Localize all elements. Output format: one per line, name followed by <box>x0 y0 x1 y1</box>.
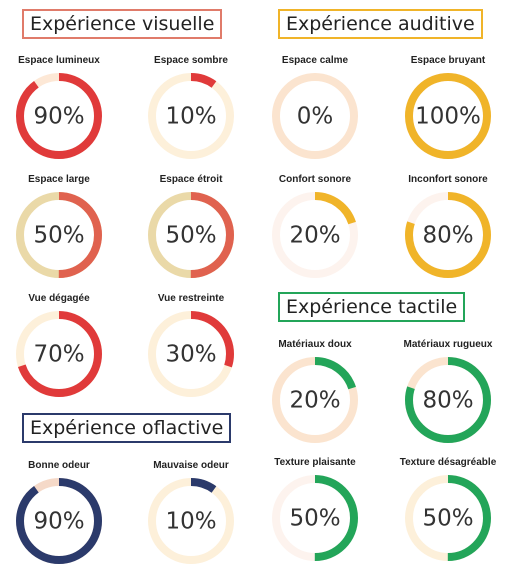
gauge-label: Espace bruyant <box>410 55 486 66</box>
gauge-value: 30% <box>165 342 216 368</box>
gauge-track <box>272 73 358 159</box>
gauge-value: 80% <box>422 388 473 414</box>
gauge-vue-degagee: Vue dégagée 70% <box>4 292 114 402</box>
gauge-value: 10% <box>165 509 216 535</box>
gauge-espace-large: Espace large 50% <box>4 173 114 283</box>
gauge-arc <box>16 478 102 564</box>
gauge-chart: 100% <box>405 73 491 159</box>
gauge-label: Vue restreinte <box>157 293 225 304</box>
gauge-chart: 80% <box>405 357 491 443</box>
gauge-chart: 80% <box>405 192 491 278</box>
gauge-arc <box>16 192 102 278</box>
gauge-label: Espace calme <box>281 55 349 66</box>
gauge-materiaux-doux: Matériaux doux 20% <box>260 338 370 448</box>
gauge-espace-sombre: Espace sombre 10% <box>136 54 246 164</box>
gauge-label: Espace sombre <box>154 55 228 66</box>
gauge-arc <box>405 73 491 159</box>
gauge-chart: 20% <box>272 192 358 278</box>
gauge-value: 50% <box>165 223 216 249</box>
gauge-inconfort-sonore: Inconfort sonore 80% <box>393 173 503 283</box>
gauge-value: 90% <box>33 509 84 535</box>
gauge-label: Confort sonore <box>278 174 352 185</box>
gauge-chart: 90% <box>16 73 102 159</box>
gauge-value: 0% <box>297 104 334 130</box>
gauge-chart: 20% <box>272 357 358 443</box>
section-title-olfactive: Expérience oflactive <box>22 413 232 443</box>
section-title-visual: Expérience visuelle <box>22 9 223 39</box>
gauge-value: 50% <box>289 506 340 532</box>
gauge-value: 20% <box>289 388 340 414</box>
gauge-label: Texture plaisante <box>274 457 356 468</box>
gauge-arc <box>405 475 491 561</box>
gauge-chart: 30% <box>148 311 234 397</box>
gauge-espace-calme: Espace calme 0% <box>260 54 370 164</box>
gauge-arc <box>148 192 234 278</box>
gauge-arc <box>148 478 234 564</box>
gauge-chart: 90% <box>16 478 102 564</box>
gauge-label: Mauvaise odeur <box>153 460 229 471</box>
gauge-value: 50% <box>33 223 84 249</box>
gauge-label: Inconfort sonore <box>408 174 488 185</box>
gauge-arc <box>16 73 102 159</box>
gauge-arc <box>148 73 234 159</box>
gauge-label: Matériaux rugueux <box>403 339 493 350</box>
gauge-value: 10% <box>165 104 216 130</box>
section-title-audio: Expérience auditive <box>278 9 483 39</box>
gauge-espace-lumineux: Espace lumineux 90% <box>4 54 114 164</box>
gauge-label: Espace lumineux <box>18 55 100 66</box>
gauge-chart: 70% <box>16 311 102 397</box>
section-title-tactile: Expérience tactile <box>278 292 466 322</box>
gauge-chart: 50% <box>405 475 491 561</box>
gauge-mauvaise-odeur: Mauvaise odeur 10% <box>136 459 246 569</box>
gauge-chart: 50% <box>16 192 102 278</box>
gauge-value: 100% <box>415 104 481 130</box>
gauge-confort-sonore: Confort sonore 20% <box>260 173 370 283</box>
gauge-arc <box>405 357 491 443</box>
gauge-arc <box>272 192 358 278</box>
gauge-bonne-odeur: Bonne odeur 90% <box>4 459 114 569</box>
gauge-chart: 10% <box>148 73 234 159</box>
gauge-value: 50% <box>422 506 473 532</box>
gauge-label: Vue dégagée <box>28 293 90 304</box>
gauge-chart: 10% <box>148 478 234 564</box>
gauge-materiaux-rugueux: Matériaux rugueux 80% <box>393 338 503 448</box>
gauge-texture-plaisante: Texture plaisante 50% <box>260 456 370 566</box>
gauge-label: Matériaux doux <box>278 339 352 350</box>
gauge-value: 20% <box>289 223 340 249</box>
gauge-arc <box>16 311 102 397</box>
gauge-vue-restreinte: Vue restreinte 30% <box>136 292 246 402</box>
gauge-espace-bruyant: Espace bruyant 100% <box>393 54 503 164</box>
gauge-value: 70% <box>33 342 84 368</box>
gauge-texture-desagreable: Texture désagréable 50% <box>393 456 503 566</box>
gauge-value: 80% <box>422 223 473 249</box>
gauge-arc <box>272 475 358 561</box>
gauge-label: Espace étroit <box>159 174 223 185</box>
gauge-espace-etroit: Espace étroit 50% <box>136 173 246 283</box>
gauge-arc <box>148 311 234 397</box>
gauge-label: Bonne odeur <box>28 460 90 471</box>
gauge-label: Texture désagréable <box>399 457 497 468</box>
gauge-arc <box>272 357 358 443</box>
gauge-chart: 50% <box>272 475 358 561</box>
gauge-chart: 50% <box>148 192 234 278</box>
gauge-value: 90% <box>33 104 84 130</box>
gauge-arc <box>405 192 491 278</box>
gauge-chart: 0% <box>272 73 358 159</box>
gauge-label: Espace large <box>28 174 90 185</box>
